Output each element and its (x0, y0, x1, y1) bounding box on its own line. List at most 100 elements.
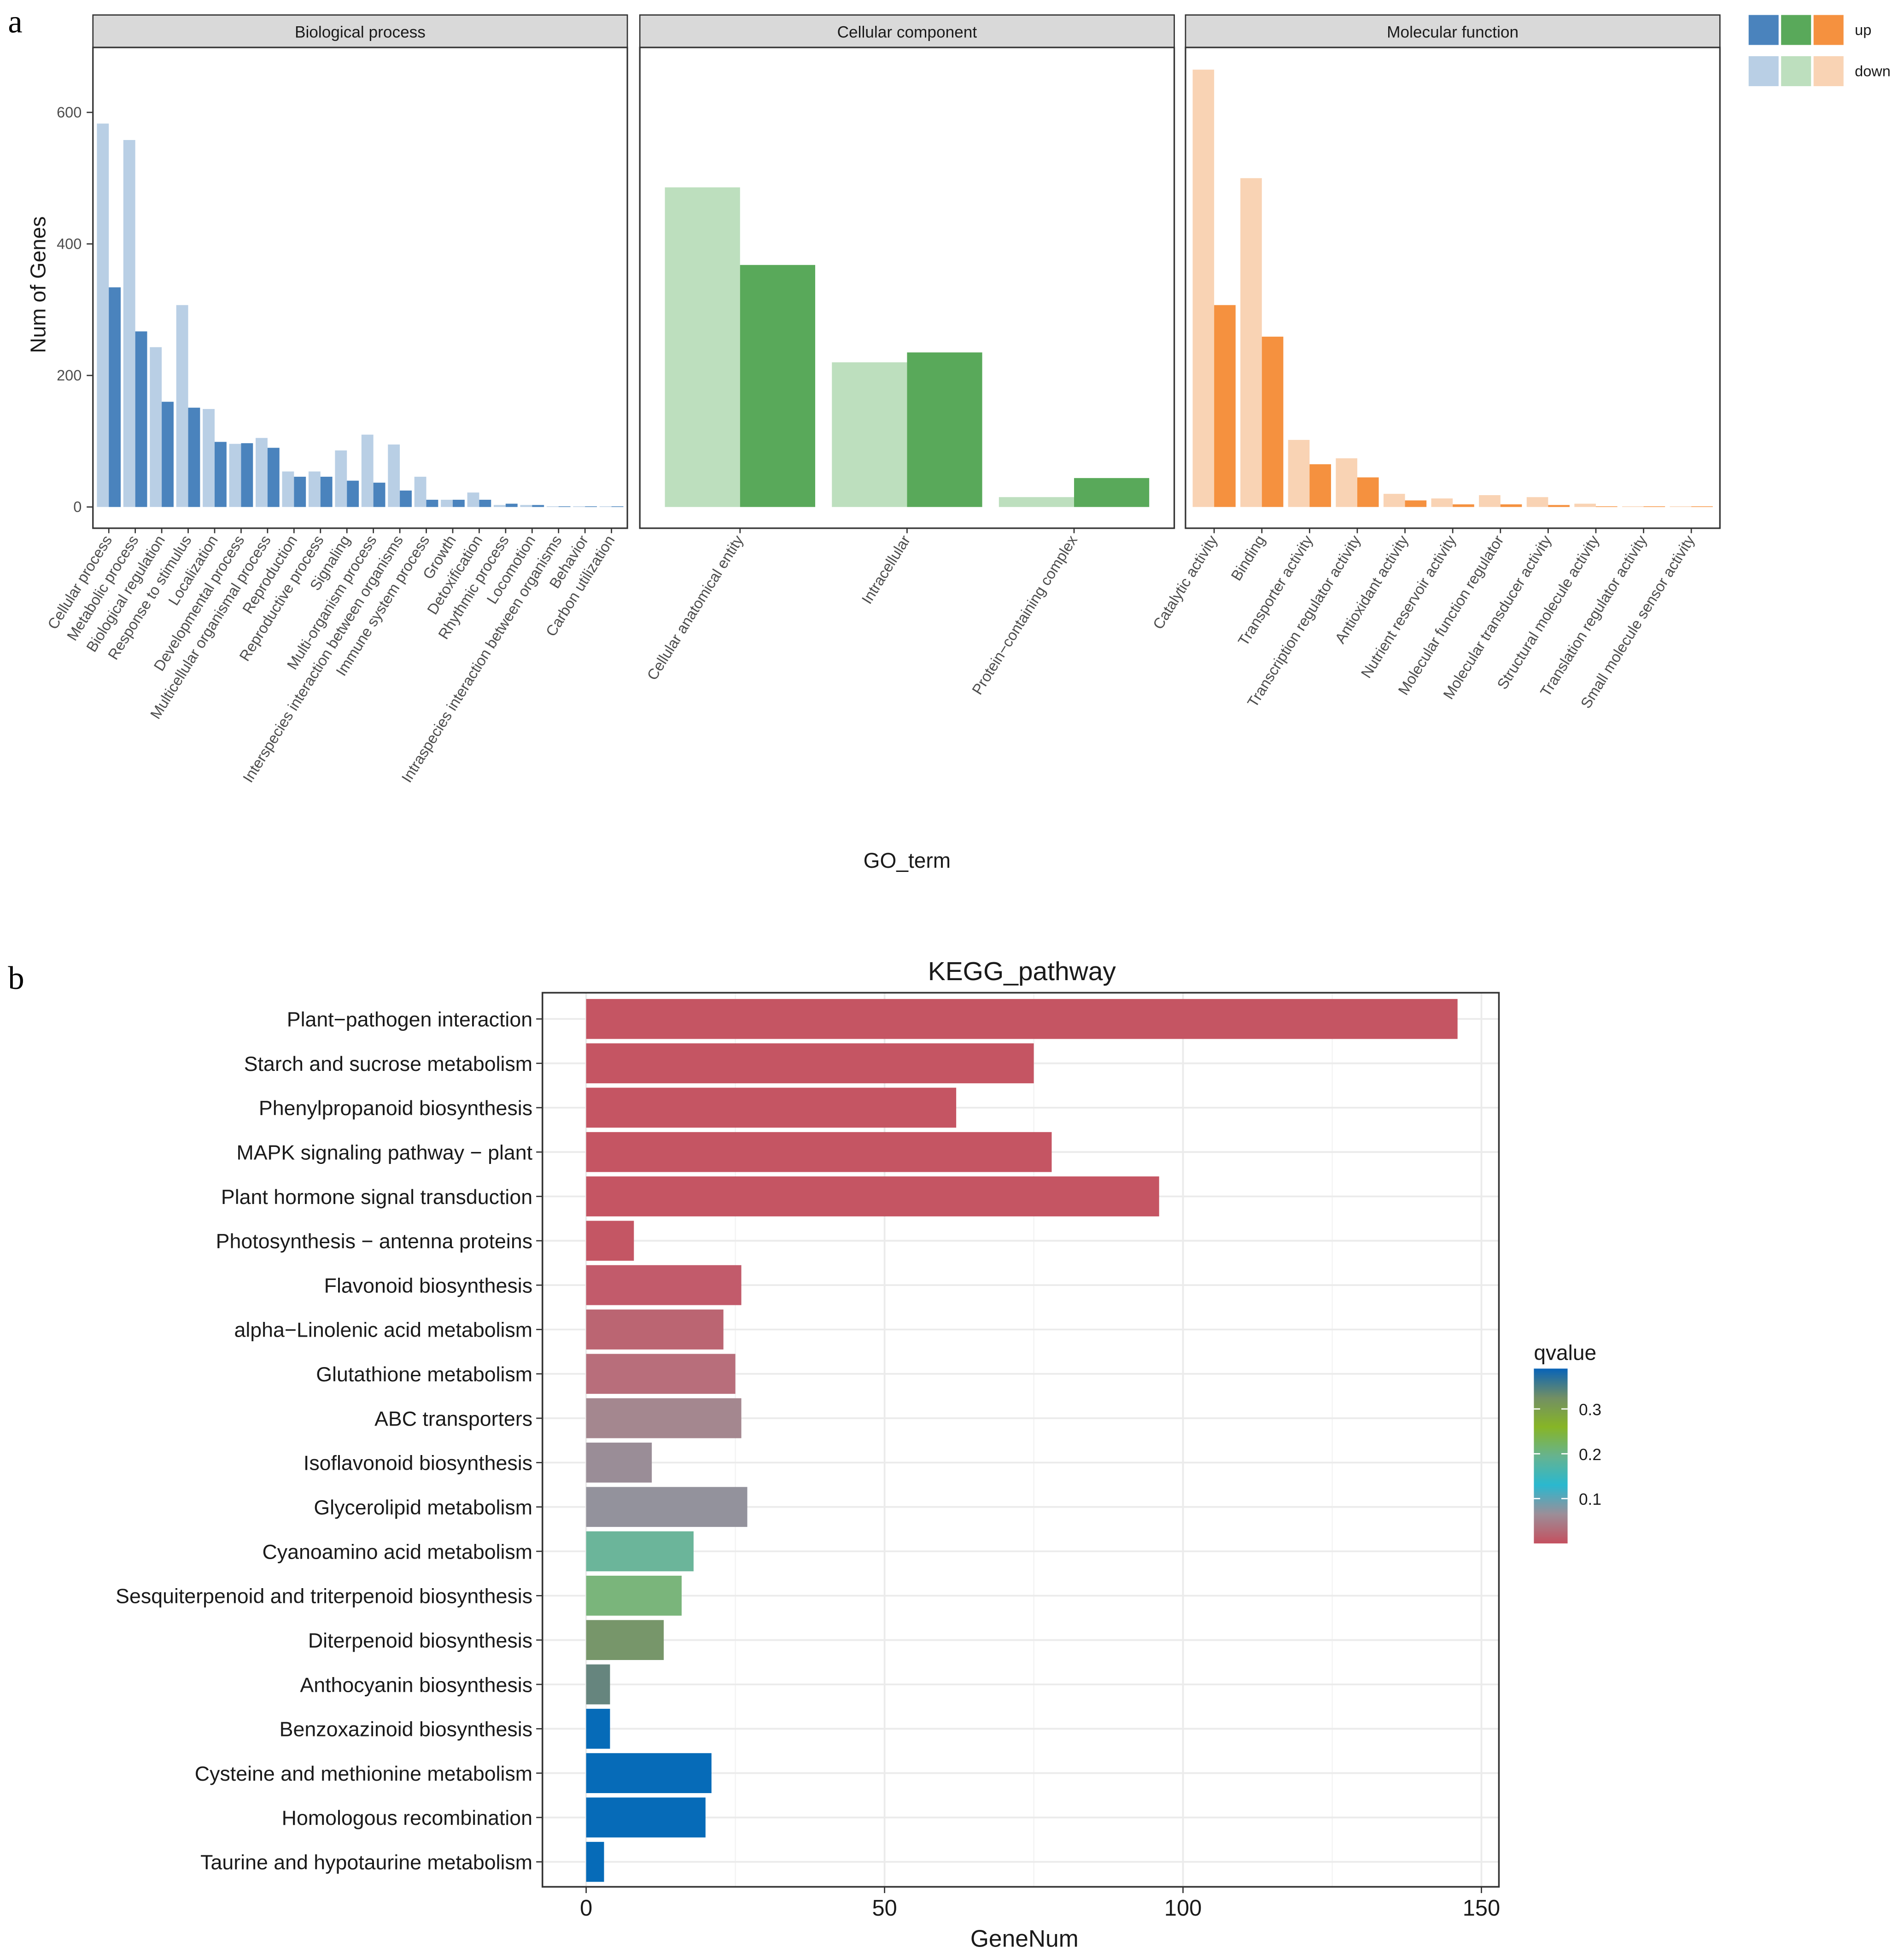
bar-up (585, 506, 597, 507)
y-tick-label: MAPK signaling pathway − plant (236, 1141, 532, 1164)
kegg-bar (586, 1354, 736, 1394)
y-tick-label: Diterpenoid biosynthesis (308, 1630, 532, 1652)
y-tick-label: Cysteine and methionine metabolism (195, 1763, 532, 1785)
bar-up (479, 499, 491, 507)
bar-down (1479, 495, 1501, 507)
bar-down (1336, 458, 1357, 507)
bar-down (282, 471, 294, 507)
bar-down (1526, 497, 1548, 507)
y-tick-label: Starch and sucrose metabolism (244, 1053, 532, 1075)
x-tick-label: 150 (1463, 1896, 1500, 1921)
bar-down (665, 187, 740, 507)
y-tick-label: Cyanoamino acid metabolism (262, 1541, 532, 1563)
y-tick-label: 400 (57, 235, 82, 252)
kegg-bar (586, 1443, 652, 1483)
bar-up (452, 499, 465, 507)
y-tick-label: Flavonoid biosynthesis (324, 1274, 532, 1297)
bar-down (832, 362, 907, 507)
bar-up (135, 331, 147, 507)
colorbar-tick-label: 0.1 (1579, 1490, 1601, 1508)
bar-up (109, 287, 121, 507)
x-tick-label: 0 (580, 1896, 592, 1921)
y-tick-label: alpha−Linolenic acid metabolism (234, 1319, 532, 1342)
x-tick-label: Binding (1228, 532, 1268, 584)
bar-up (400, 491, 412, 507)
kegg-bar (586, 1841, 604, 1882)
kegg-bar (586, 1221, 634, 1261)
bar-down (494, 505, 506, 507)
kegg-bar (586, 1620, 664, 1660)
bar-up (1643, 506, 1665, 507)
bar-up (426, 499, 438, 507)
bar-up (294, 477, 306, 507)
bar-up (267, 448, 280, 507)
bar-up (1214, 305, 1236, 507)
bar-down (335, 450, 347, 507)
y-tick-label: 600 (57, 104, 82, 121)
legend-title: qvalue (1534, 1340, 1596, 1364)
bar-up (1453, 504, 1474, 507)
kegg-chart: KEGG_pathway Plant−pathogen interaction St… (116, 957, 1601, 1952)
bar-up (320, 477, 333, 507)
kegg-bar (586, 1797, 706, 1838)
bar-down (573, 506, 585, 507)
y-tick-label: 200 (57, 367, 82, 384)
bar-up (1074, 478, 1150, 507)
plot-border (541, 992, 1500, 1888)
bar-down (1240, 178, 1262, 507)
bar-down (229, 444, 241, 507)
facet-title: Molecular function (1387, 23, 1519, 41)
colorbar-tick-label: 0.2 (1579, 1446, 1601, 1464)
legend-swatch-down (1813, 56, 1844, 87)
panel-letter-b: b (8, 960, 24, 996)
legend-swatch-up (1748, 15, 1779, 45)
bar-down (1431, 498, 1453, 507)
bar-down (203, 409, 215, 507)
legend-label-up: up (1855, 22, 1871, 38)
kegg-bar (586, 1265, 742, 1305)
bar-down (1383, 494, 1405, 507)
kegg-bar (586, 1398, 742, 1438)
y-tick-label: Phenylpropanoid biosynthesis (259, 1097, 532, 1120)
y-tick-label: Plant−pathogen interaction (287, 1009, 532, 1031)
x-tick-label: Catalytic activity (1150, 532, 1221, 632)
legend-swatch-down (1781, 56, 1811, 87)
bar-down (1192, 70, 1215, 507)
y-axis-title: Num of Genes (26, 216, 50, 353)
bar-up (1595, 506, 1618, 507)
y-tick-label: Taurine and hypotaurine metabolism (200, 1852, 532, 1874)
bar-down (999, 497, 1075, 507)
x-tick-label: Cellular anatomical entity (644, 532, 747, 683)
x-axis-title: GeneNum (970, 1925, 1079, 1952)
bar-up (241, 443, 253, 507)
colorbar (1534, 1368, 1568, 1543)
bar-up (215, 442, 227, 507)
kegg-bar (586, 1531, 694, 1572)
bar-down (467, 492, 479, 507)
bar-up (373, 482, 385, 507)
bar-down (546, 506, 559, 507)
x-tick-label: Intracellular (859, 532, 914, 607)
y-tick-label: Isoflavonoid biosynthesis (304, 1452, 532, 1475)
y-tick-label: Photosynthesis − antenna proteins (216, 1230, 532, 1253)
kegg-bar (586, 1664, 610, 1705)
y-tick-label: Anthocyanin biosynthesis (300, 1674, 532, 1696)
bar-up (1262, 336, 1284, 507)
bar-down (150, 347, 162, 507)
bar-up (505, 503, 518, 507)
y-tick-label: 0 (73, 499, 82, 515)
legend-swatch-up (1781, 15, 1811, 45)
bar-up (558, 506, 571, 507)
y-tick-label: ABC transporters (374, 1408, 532, 1430)
bar-up (611, 506, 624, 507)
bar-up (1548, 505, 1570, 507)
kegg-bar (586, 1708, 610, 1749)
kegg-bar (586, 1575, 682, 1616)
facet-strip (92, 14, 628, 48)
y-tick-label: Glutathione metabolism (316, 1363, 532, 1386)
bar-up (740, 265, 815, 507)
bar-up (1309, 464, 1331, 507)
bar-down (123, 140, 135, 507)
chart-title: KEGG_pathway (928, 957, 1116, 986)
bar-down (441, 499, 453, 507)
